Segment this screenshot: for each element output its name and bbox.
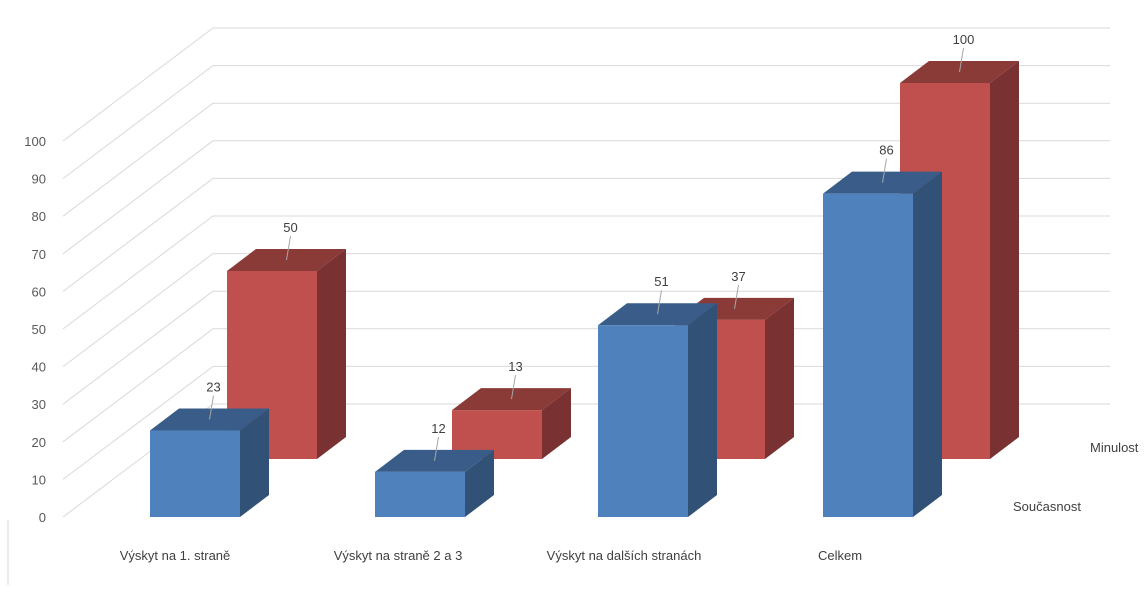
bars <box>150 61 1019 517</box>
y-tick-label: 0 <box>39 510 46 525</box>
y-tick-label: 50 <box>32 322 46 337</box>
bar <box>150 408 269 517</box>
leader-line <box>734 284 739 309</box>
data-label: 13 <box>508 359 522 374</box>
leader-line <box>657 290 662 315</box>
data-label: 23 <box>206 380 220 395</box>
leader-line <box>286 235 291 261</box>
bar-front-soucasnost <box>823 193 913 517</box>
y-tick-label: 40 <box>32 360 46 375</box>
gridline-side <box>62 366 214 480</box>
leader-line <box>434 436 439 461</box>
leader-line <box>959 47 964 73</box>
data-label: 86 <box>879 143 893 158</box>
gridline-side <box>62 65 214 179</box>
series-label: Minulost <box>1090 440 1139 455</box>
leader-line <box>511 375 516 400</box>
bar <box>823 171 942 517</box>
data-label: 12 <box>431 421 445 436</box>
bar-side-minulost <box>765 297 794 459</box>
data-label: 50 <box>283 220 297 235</box>
bar-side-minulost <box>317 249 346 459</box>
gridline-side <box>62 253 214 367</box>
y-tick-label: 80 <box>32 209 46 224</box>
x-tick-label: Výskyt na dalších stranách <box>547 548 702 563</box>
bar <box>598 303 717 517</box>
bar-side-soucasnost <box>465 449 494 517</box>
data-label: 37 <box>731 269 745 284</box>
series-label: Současnost <box>1013 499 1081 514</box>
bar-front-soucasnost <box>598 325 688 517</box>
bar-side-minulost <box>542 388 571 459</box>
bar-front-soucasnost <box>375 471 465 517</box>
gridline-side <box>62 215 214 330</box>
y-tick-label: 20 <box>32 435 46 450</box>
gridline-side <box>62 178 214 292</box>
y-axis-ticks: 0 10 20 30 40 50 60 70 80 90 100 <box>24 134 46 525</box>
leader-line <box>209 395 214 420</box>
leader-line <box>882 158 887 183</box>
data-labels: 50 13 37 100 23 12 51 86 <box>206 32 974 461</box>
data-label: 51 <box>654 274 668 289</box>
x-tick-label: Celkem <box>818 548 862 563</box>
bar-side-soucasnost <box>688 303 717 517</box>
y-tick-label: 70 <box>32 247 46 262</box>
gridline-side <box>62 140 214 255</box>
bar-side-minulost <box>990 61 1019 459</box>
y-tick-label: 60 <box>32 284 46 299</box>
gridline-side <box>62 290 214 405</box>
x-axis-categories: Výskyt na 1. straně Výskyt na straně 2 a … <box>120 548 862 563</box>
y-tick-label: 100 <box>24 134 46 149</box>
series-labels: Současnost Minulost <box>1013 440 1139 514</box>
x-tick-label: Výskyt na straně 2 a 3 <box>334 548 463 563</box>
bar-side-soucasnost <box>913 171 942 517</box>
data-label: 100 <box>953 32 975 47</box>
gridline-side <box>62 102 214 217</box>
x-tick-label: Výskyt na 1. straně <box>120 548 231 563</box>
gridline-side <box>62 328 214 443</box>
y-tick-label: 10 <box>32 472 46 487</box>
y-tick-label: 90 <box>32 172 46 187</box>
bar-side-soucasnost <box>240 408 269 517</box>
y-tick-label: 30 <box>32 397 46 412</box>
gridline-side <box>62 27 214 142</box>
bar-front-soucasnost <box>150 430 240 517</box>
